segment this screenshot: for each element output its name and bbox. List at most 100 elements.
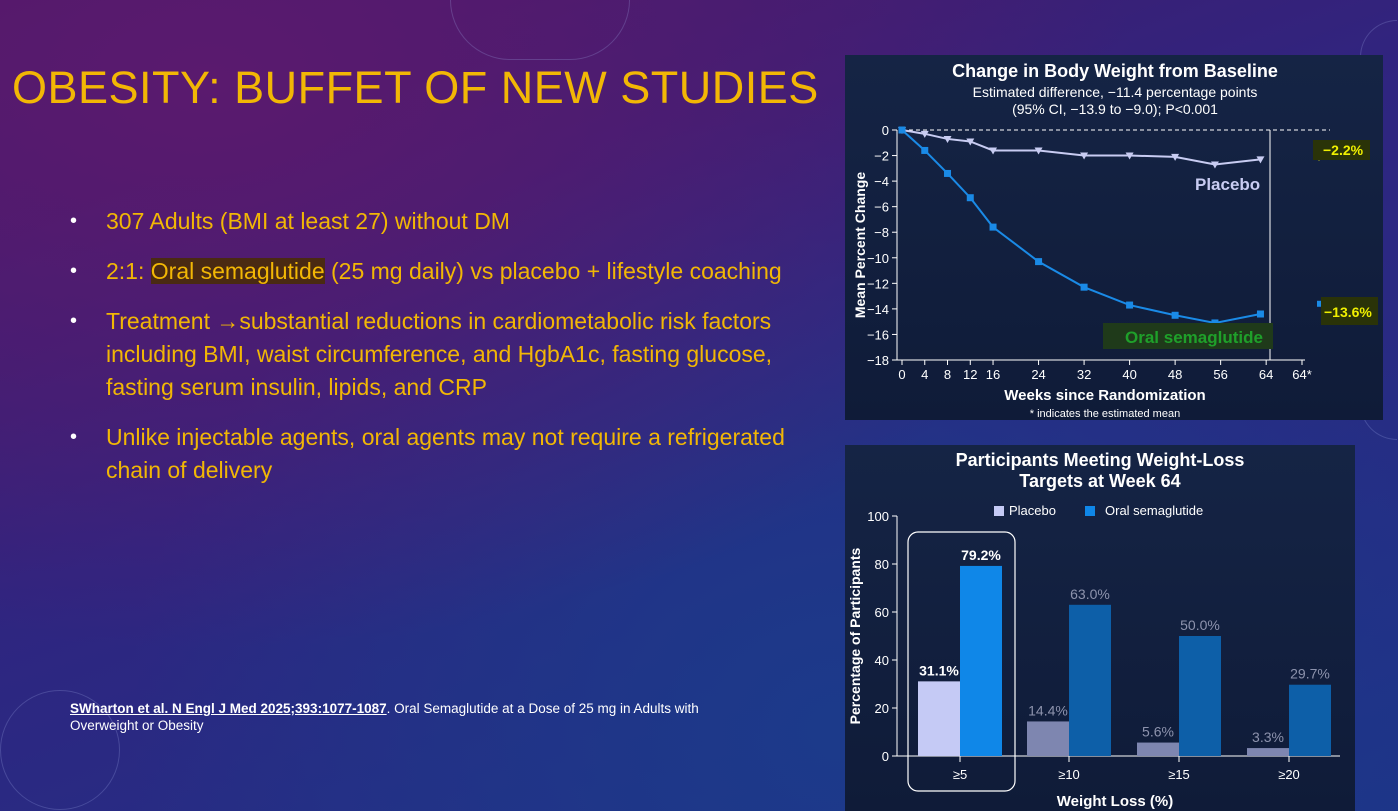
bullet-list: 307 Adults (BMI at least 27) without DM … bbox=[70, 205, 790, 504]
data-point bbox=[1211, 319, 1219, 327]
estimated-label-placebo: −2.2% bbox=[1323, 142, 1364, 158]
data-point bbox=[1256, 310, 1264, 318]
x-tick-label: 4 bbox=[921, 367, 928, 382]
x-tick-label: ≥10 bbox=[1058, 767, 1080, 782]
bar-chart: Participants Meeting Weight-Loss Targets… bbox=[847, 450, 1340, 810]
highlight-box bbox=[907, 531, 1016, 792]
x-tick-label: 48 bbox=[1168, 367, 1182, 382]
label-background bbox=[1313, 140, 1370, 160]
y-tick-label: −8 bbox=[874, 225, 889, 240]
data-point bbox=[1256, 156, 1265, 164]
y-tick-label: 80 bbox=[875, 557, 889, 572]
chart-title: Change in Body Weight from Baseline bbox=[952, 61, 1278, 81]
data-point bbox=[1171, 311, 1179, 319]
decorative-circle bbox=[0, 690, 120, 810]
y-tick-label: −10 bbox=[867, 251, 889, 266]
data-label: 50.0% bbox=[1180, 617, 1220, 633]
x-tick-label: ≥15 bbox=[1168, 767, 1190, 782]
series-line-semaglutide bbox=[901, 129, 1261, 324]
x-tick-label: 64 bbox=[1259, 367, 1273, 382]
y-tick-label: −6 bbox=[874, 200, 889, 215]
y-tick-label: −18 bbox=[867, 353, 889, 368]
bar-placebo bbox=[1027, 721, 1069, 756]
data-point bbox=[944, 169, 952, 177]
label-background bbox=[1321, 297, 1378, 325]
data-point bbox=[1210, 161, 1219, 169]
x-tick-label: 24 bbox=[1031, 367, 1045, 382]
bullet-text: (25 mg daily) vs placebo + lifestyle coa… bbox=[324, 258, 782, 284]
x-tick-label: ≥5 bbox=[953, 767, 967, 782]
bullet-item: Treatment →substantial reductions in car… bbox=[70, 305, 790, 404]
series-label-semaglutide: Oral semaglutide bbox=[1125, 328, 1263, 347]
data-label: 63.0% bbox=[1070, 586, 1110, 602]
chart-subtitle: (95% CI, −13.9 to −9.0); P<0.001 bbox=[1012, 101, 1218, 117]
data-point bbox=[966, 138, 975, 146]
bullet-item: 307 Adults (BMI at least 27) without DM bbox=[70, 205, 790, 238]
y-tick-label: −2 bbox=[874, 149, 889, 164]
bar-semaglutide bbox=[1069, 604, 1111, 756]
data-point bbox=[1034, 147, 1043, 155]
data-point bbox=[1125, 152, 1134, 160]
data-label: 79.2% bbox=[961, 547, 1001, 563]
x-tick-label: 64* bbox=[1292, 367, 1312, 382]
legend-label-placebo: Placebo bbox=[1009, 503, 1056, 518]
reference-citation: SWharton et al. N Engl J Med 2025;393:10… bbox=[70, 700, 720, 734]
y-tick-label: 60 bbox=[875, 605, 889, 620]
legend-label-semaglutide: Oral semaglutide bbox=[1105, 503, 1203, 518]
bullet-text: 2:1: bbox=[106, 258, 151, 284]
line-chart: Change in Body Weight from Baseline Esti… bbox=[852, 61, 1378, 420]
decorative-circle bbox=[450, 0, 630, 60]
data-point bbox=[898, 126, 906, 134]
y-tick-label: 20 bbox=[875, 701, 889, 716]
data-point bbox=[1126, 301, 1134, 309]
data-point bbox=[943, 135, 952, 143]
y-tick-label: 0 bbox=[882, 749, 889, 764]
bar-semaglutide bbox=[1289, 684, 1331, 756]
y-tick-label: 100 bbox=[867, 509, 889, 524]
bar-semaglutide bbox=[1179, 636, 1221, 756]
data-point bbox=[989, 147, 998, 155]
y-tick-label: −12 bbox=[867, 276, 889, 291]
citation-bold: SWharton et al. N Engl J Med 2025;393:10… bbox=[70, 701, 387, 716]
data-label: 14.4% bbox=[1028, 702, 1068, 718]
x-tick-label: 12 bbox=[963, 367, 977, 382]
data-point bbox=[1080, 152, 1089, 160]
estimated-label-semaglutide: −13.6% bbox=[1324, 304, 1372, 320]
data-label: 3.3% bbox=[1252, 729, 1284, 745]
chart-title: Targets at Week 64 bbox=[1019, 471, 1180, 491]
y-tick-label: −4 bbox=[874, 174, 889, 189]
x-tick-label: 0 bbox=[898, 367, 905, 382]
line-chart-panel: Change in Body Weight from Baseline Esti… bbox=[845, 55, 1383, 420]
x-axis-label: Weight Loss (%) bbox=[1057, 793, 1173, 810]
slide-title: OBESITY: BUFFET OF NEW STUDIES bbox=[12, 62, 819, 113]
legend-swatch-semaglutide bbox=[1085, 506, 1095, 516]
x-tick-label: 40 bbox=[1122, 367, 1136, 382]
chart-subtitle: Estimated difference, −11.4 percentage p… bbox=[973, 84, 1258, 100]
x-tick-label: ≥20 bbox=[1278, 767, 1300, 782]
x-tick-label: 8 bbox=[944, 367, 951, 382]
y-axis-label: Mean Percent Change bbox=[852, 172, 868, 318]
series-label-placebo: Placebo bbox=[1195, 175, 1260, 194]
data-point bbox=[921, 146, 929, 154]
legend-swatch-placebo bbox=[994, 506, 1004, 516]
bar-placebo bbox=[1137, 742, 1179, 756]
y-tick-label: 40 bbox=[875, 653, 889, 668]
x-tick-label: 16 bbox=[986, 367, 1000, 382]
bullet-item: Unlike injectable agents, oral agents ma… bbox=[70, 421, 790, 487]
chart-footnote: * indicates the estimated mean bbox=[1030, 408, 1180, 420]
data-label: 31.1% bbox=[919, 662, 959, 678]
series-line-placebo bbox=[901, 129, 1261, 166]
bar-semaglutide bbox=[960, 565, 1002, 756]
highlighted-text: Oral semaglutide bbox=[150, 258, 325, 284]
y-axis-label: Percentage of Participants bbox=[847, 547, 863, 724]
bar-placebo bbox=[918, 681, 960, 756]
x-tick-label: 56 bbox=[1213, 367, 1227, 382]
y-tick-label: −14 bbox=[867, 302, 889, 317]
label-background bbox=[1103, 323, 1273, 349]
estimated-marker-semaglutide bbox=[1317, 300, 1323, 307]
citation-text: . Oral Semaglutide at a Dose of 25 mg in… bbox=[70, 701, 699, 733]
y-tick-label: −16 bbox=[867, 327, 889, 342]
bar-chart-panel: Participants Meeting Weight-Loss Targets… bbox=[845, 445, 1355, 811]
data-point bbox=[989, 223, 997, 231]
bullet-item: 2:1: Oral semaglutide (25 mg daily) vs p… bbox=[70, 255, 790, 288]
